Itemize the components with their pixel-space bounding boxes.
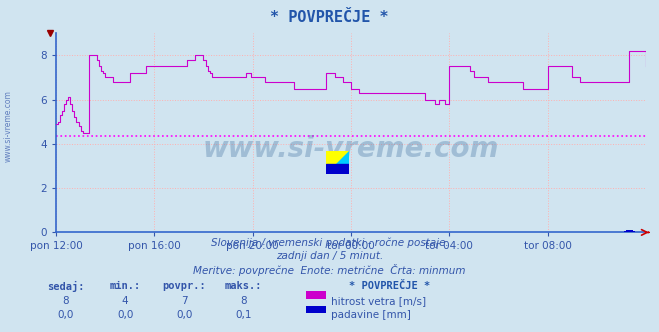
Bar [632,231,635,232]
Text: 4: 4 [122,296,129,306]
Text: 0,0: 0,0 [117,310,133,320]
Bar [624,231,627,232]
Text: 0,1: 0,1 [235,310,252,320]
Bar [630,230,633,232]
Text: povpr.:: povpr.: [163,281,206,290]
Text: 7: 7 [181,296,188,306]
Text: min.:: min.: [109,281,141,290]
Bar [626,230,629,232]
Text: hitrost vetra [m/s]: hitrost vetra [m/s] [331,296,426,306]
Text: 0,0: 0,0 [177,310,192,320]
Text: * POVPREČJE *: * POVPREČJE * [349,281,430,290]
Text: maks.:: maks.: [225,281,262,290]
Text: www.si-vreme.com: www.si-vreme.com [3,90,13,162]
Text: * POVPREČJE *: * POVPREČJE * [270,10,389,25]
Bar [628,230,631,232]
Bar [326,164,349,174]
Text: Meritve: povprečne  Enote: metrične  Črta: minmum: Meritve: povprečne Enote: metrične Črta:… [193,264,466,276]
Text: Slovenija / vremenski podatki - ročne postaje.: Slovenija / vremenski podatki - ročne po… [211,237,448,248]
Text: padavine [mm]: padavine [mm] [331,310,411,320]
Text: zadnji dan / 5 minut.: zadnji dan / 5 minut. [276,251,383,261]
Polygon shape [326,151,349,174]
Text: sedaj:: sedaj: [47,281,84,291]
Text: www.si-vreme.com: www.si-vreme.com [203,135,499,163]
Text: 0,0: 0,0 [58,310,74,320]
Polygon shape [326,151,349,174]
Text: 8: 8 [63,296,69,306]
Text: 8: 8 [241,296,247,306]
